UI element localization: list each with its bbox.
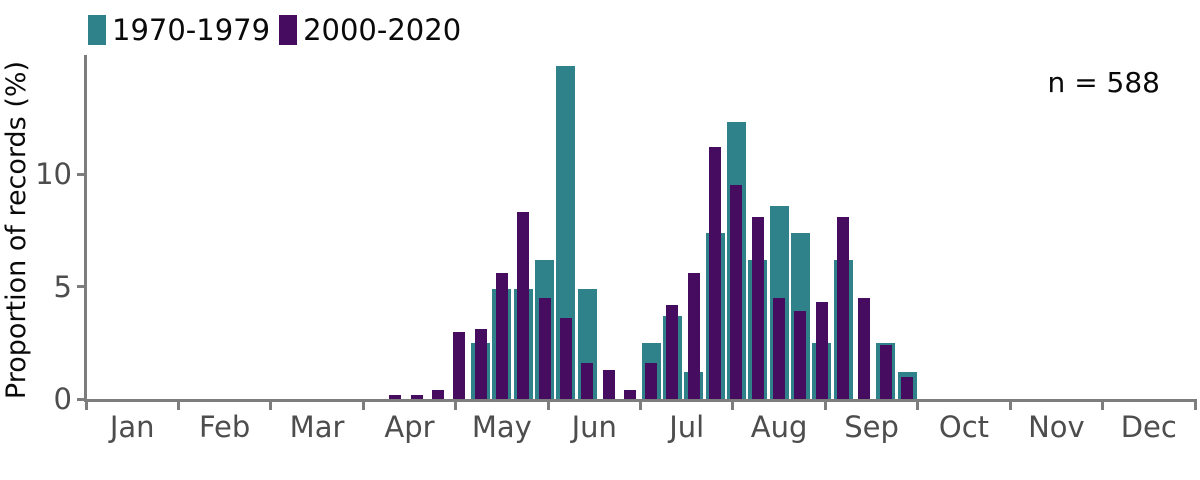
- x-tick-4: [454, 402, 458, 410]
- bar-2000-2020-week-36: [837, 216, 850, 399]
- bar-2000-2020-week-25: [602, 369, 615, 399]
- bar-2000-2020-week-29: [687, 273, 700, 399]
- x-label-aug: Aug: [750, 410, 808, 444]
- x-tick-3: [361, 402, 365, 410]
- x-tick-6: [639, 402, 642, 410]
- bar-2000-2020-week-26: [623, 390, 636, 399]
- bar-2000-2020-week-37: [858, 297, 871, 399]
- bar-2000-2020-week-18: [453, 331, 466, 399]
- bar-2000-2020-week-27: [645, 363, 658, 399]
- x-label-jun: Jun: [571, 410, 617, 444]
- x-tick-8: [823, 402, 827, 410]
- bar-2000-2020-week-28: [666, 304, 679, 399]
- x-tick-2: [269, 402, 273, 410]
- bar-2000-2020-week-15: [389, 394, 402, 399]
- x-label-apr: Apr: [384, 410, 435, 444]
- x-label-dec: Dec: [1120, 410, 1177, 444]
- x-tick-1: [176, 402, 180, 410]
- bar-2000-2020-week-34: [794, 311, 807, 399]
- y-axis-line: [84, 55, 87, 402]
- y-tick-5: [77, 285, 85, 289]
- legend-swatch-1970-1979: [88, 15, 106, 45]
- x-tick-0: [84, 402, 88, 410]
- x-label-nov: Nov: [1028, 410, 1085, 444]
- x-tick-7: [731, 402, 735, 410]
- legend-label-1970-1979: 1970-1979: [112, 13, 271, 47]
- x-label-sep: Sep: [844, 410, 899, 444]
- x-tick-11: [1101, 402, 1105, 410]
- y-label-5: 5: [53, 269, 72, 304]
- y-label-0: 0: [53, 382, 72, 416]
- bar-1970-1979-week-23: [556, 66, 576, 399]
- bar-2000-2020-week-21: [517, 212, 530, 399]
- bar-2000-2020-week-17: [431, 390, 444, 399]
- bar-2000-2020-week-19: [474, 329, 487, 399]
- x-label-jan: Jan: [109, 410, 155, 444]
- x-label-oct: Oct: [938, 410, 990, 444]
- bar-2000-2020-week-30: [709, 147, 722, 399]
- bar-2000-2020-week-22: [538, 297, 551, 399]
- sample-size-annotation: n = 588: [1047, 66, 1160, 99]
- legend-item-1970-1979: 1970-1979: [88, 13, 270, 47]
- x-label-mar: Mar: [289, 410, 345, 444]
- x-label-feb: Feb: [198, 410, 251, 444]
- x-label-jul: Jul: [669, 410, 705, 444]
- bar-2000-2020-week-39: [901, 376, 914, 399]
- bar-2000-2020-week-23: [559, 318, 572, 399]
- x-label-may: May: [471, 410, 532, 444]
- bar-2000-2020-week-33: [773, 297, 786, 399]
- bar-2000-2020-week-24: [581, 363, 594, 399]
- x-tick-9: [916, 402, 920, 410]
- legend-swatch-2000-2020: [279, 15, 298, 45]
- x-tick-5: [546, 402, 550, 410]
- bar-2000-2020-week-32: [751, 216, 764, 399]
- legend: 1970-1979 2000-2020: [88, 13, 461, 47]
- x-tick-10: [1008, 402, 1012, 410]
- y-tick-0: [77, 397, 85, 401]
- bar-2000-2020-week-35: [815, 302, 828, 399]
- x-tick-12: [1193, 402, 1197, 410]
- legend-label-2000-2020: 2000-2020: [303, 13, 462, 47]
- legend-item-2000-2020: 2000-2020: [279, 13, 461, 47]
- y-label-10: 10: [35, 157, 72, 192]
- y-axis-title: Proportion of records (%): [1, 60, 32, 400]
- bar-2000-2020-week-38: [879, 345, 892, 399]
- x-axis-line: [84, 399, 1197, 402]
- bar-2000-2020-week-20: [495, 273, 508, 399]
- bar-2000-2020-week-31: [730, 185, 743, 399]
- bar-2000-2020-week-16: [410, 394, 423, 399]
- y-tick-10: [77, 172, 85, 176]
